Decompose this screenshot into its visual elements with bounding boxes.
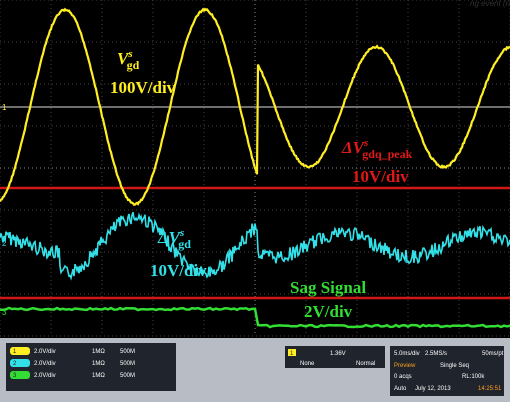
annotation-scale: 10V/div [352, 167, 409, 186]
trigger-coupling: None [300, 361, 315, 367]
trigger-mode: Normal [356, 361, 375, 367]
annotation-scale: 10V/div [150, 261, 207, 280]
time: 14:25:51 [478, 386, 502, 392]
scope-screen: ng event (right) Vsgd 100V/div ΔVsgdq_pe… [0, 0, 510, 402]
channel-impedance: 1MΩ [92, 361, 105, 367]
channel-impedance: 1MΩ [92, 349, 105, 355]
annotation-scale: 2V/div [304, 302, 353, 321]
date: July 12, 2013 [415, 386, 451, 392]
channel-scale: 2.0V/div [34, 349, 56, 355]
channel-marker: 2 [2, 239, 7, 248]
trigger-level: 1.36V [330, 351, 346, 357]
resolution: 50ms/pt [482, 351, 504, 357]
caption: ng event (right) [470, 0, 510, 8]
timebase: 5.0ms/div [394, 351, 420, 357]
channel-bandwidth: 500M [120, 373, 135, 379]
annotation-scale: 100V/div [110, 78, 176, 97]
channel-marker: 1 [2, 103, 7, 112]
channel-bandwidth: 500M [120, 361, 135, 367]
acq-state: Preview [394, 363, 416, 369]
channel-scale: 2.0V/div [34, 373, 56, 379]
acq-count: 0 acqs [394, 374, 412, 380]
page: ng event (right) Vsgd 100V/div ΔVsgdq_pe… [0, 0, 510, 402]
sample-rate: 2.5MS/s [425, 351, 447, 357]
channel-marker: 3 [2, 308, 7, 317]
auto: Auto [394, 386, 407, 392]
sequence: Single Seq [440, 363, 469, 369]
channel-bandwidth: 500M [120, 349, 135, 355]
channel-scale: 2.0V/div [34, 361, 56, 367]
channel-impedance: 1MΩ [92, 373, 105, 379]
record-length: RL:100k [462, 374, 485, 380]
channel-box [6, 343, 176, 391]
annotation: Sag Signal [290, 278, 366, 297]
